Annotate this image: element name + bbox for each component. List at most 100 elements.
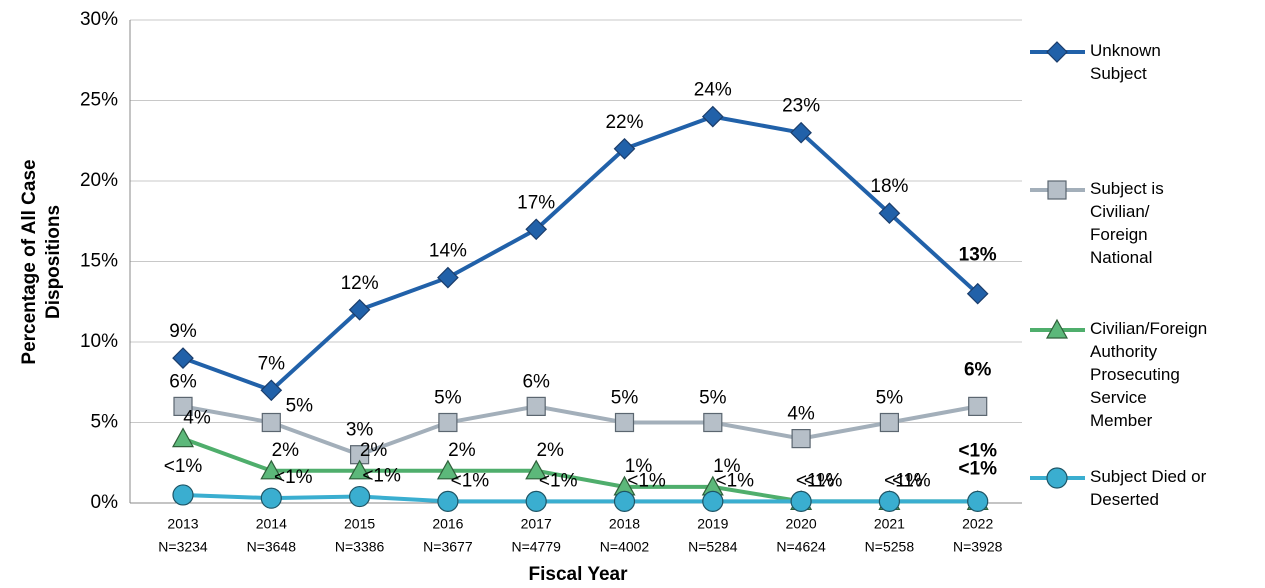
data-label: 23% (782, 96, 820, 117)
series-line (182, 114, 980, 393)
data-label: <1% (804, 470, 843, 491)
data-label: 14% (429, 241, 467, 262)
data-label: 6% (964, 359, 992, 380)
marker (260, 487, 282, 509)
data-label: <1% (451, 470, 490, 491)
series-line (182, 404, 979, 457)
data-label: 3% (346, 420, 374, 441)
x-tick-label: 2020 (786, 516, 817, 532)
data-label: <1% (539, 470, 578, 491)
x-tick-sublabel: N=4779 (511, 539, 561, 555)
y-tick-label: 15% (80, 251, 118, 272)
y-tick-label: 30% (80, 9, 118, 30)
marker (791, 429, 811, 449)
data-label: 18% (870, 176, 908, 197)
data-label: 13% (959, 245, 997, 266)
marker (525, 459, 548, 480)
marker (172, 484, 194, 506)
data-label: <1% (958, 458, 997, 479)
x-tick-sublabel: N=3648 (247, 539, 297, 555)
x-tick-sublabel: N=3928 (953, 539, 1003, 555)
marker (171, 427, 195, 448)
x-tick-sublabel: N=3234 (158, 539, 208, 555)
legend-label: Civilian/Foreign Authority Prosecuting Serv… (1090, 319, 1207, 430)
data-label: <1% (892, 470, 931, 491)
x-tick-label: 2015 (344, 516, 375, 532)
marker (967, 490, 989, 512)
data-label: <1% (362, 466, 401, 487)
marker (437, 490, 459, 512)
marker (437, 266, 459, 289)
data-label: 4% (787, 404, 815, 425)
legend-label: Subject is Civilian/Foreign National (1090, 179, 1164, 267)
marker (878, 202, 901, 225)
x-tick-sublabel: N=5258 (865, 539, 915, 555)
data-label: 12% (341, 273, 379, 294)
marker (701, 105, 724, 128)
x-tick-label: 2019 (697, 516, 728, 532)
data-label: 7% (258, 353, 286, 374)
data-label: <1% (274, 467, 313, 488)
x-tick-label: 2021 (874, 516, 905, 532)
x-tick-sublabel: N=4624 (776, 539, 826, 555)
marker (702, 490, 724, 512)
x-tick-sublabel: N=5284 (688, 539, 738, 555)
marker (436, 459, 459, 480)
marker (1046, 41, 1068, 63)
marker (968, 396, 988, 416)
data-label: <1% (884, 470, 923, 491)
marker (525, 218, 548, 241)
series-line (182, 492, 978, 504)
marker (525, 490, 547, 512)
x-axis-title: Fiscal Year (529, 564, 629, 585)
y-tick-label: 5% (91, 412, 119, 433)
data-label: 17% (517, 192, 555, 213)
data-label: 2% (360, 440, 388, 461)
data-label: 5% (611, 388, 639, 409)
data-label: <1% (796, 470, 835, 491)
data-label: 2% (272, 440, 300, 461)
marker (173, 396, 193, 416)
marker (172, 347, 194, 369)
data-label: <1% (958, 440, 997, 461)
data-label: 2% (536, 440, 564, 461)
marker (348, 459, 371, 480)
marker (790, 121, 812, 144)
x-tick-label: 2022 (962, 516, 993, 532)
y-tick-label: 10% (80, 331, 118, 352)
data-label: 5% (699, 388, 727, 409)
x-tick-label: 2017 (521, 516, 552, 532)
data-label: 1% (625, 456, 653, 477)
marker (261, 412, 281, 433)
data-label: 22% (605, 112, 643, 133)
x-tick-sublabel: N=3386 (335, 539, 385, 555)
marker (613, 490, 636, 512)
marker (879, 412, 900, 433)
marker (613, 137, 636, 160)
data-label: 24% (694, 80, 732, 101)
marker (703, 412, 723, 433)
legend-label: Subject Died or Deserted (1090, 467, 1207, 509)
marker (1045, 318, 1069, 339)
marker (349, 485, 371, 508)
marker (1046, 467, 1068, 489)
marker (614, 412, 635, 433)
y-tick-label: 0% (91, 492, 119, 513)
data-label: 2% (448, 440, 476, 461)
y-axis-title: Percentage of All Case Dispositions (19, 159, 64, 364)
data-label: 1% (713, 456, 741, 477)
x-tick-label: 2016 (432, 516, 463, 532)
data-label: 4% (183, 408, 211, 429)
x-tick-sublabel: N=4002 (600, 539, 650, 555)
marker (966, 282, 989, 305)
data-label: 6% (522, 371, 550, 392)
marker (526, 396, 546, 416)
data-label: 5% (876, 388, 904, 409)
data-label: <1% (164, 456, 203, 477)
marker (348, 298, 371, 321)
x-tick-label: 2014 (256, 516, 287, 532)
legend-label: Unknown Subject (1090, 41, 1161, 83)
y-tick-label: 25% (80, 90, 118, 111)
data-label: 9% (169, 321, 197, 342)
